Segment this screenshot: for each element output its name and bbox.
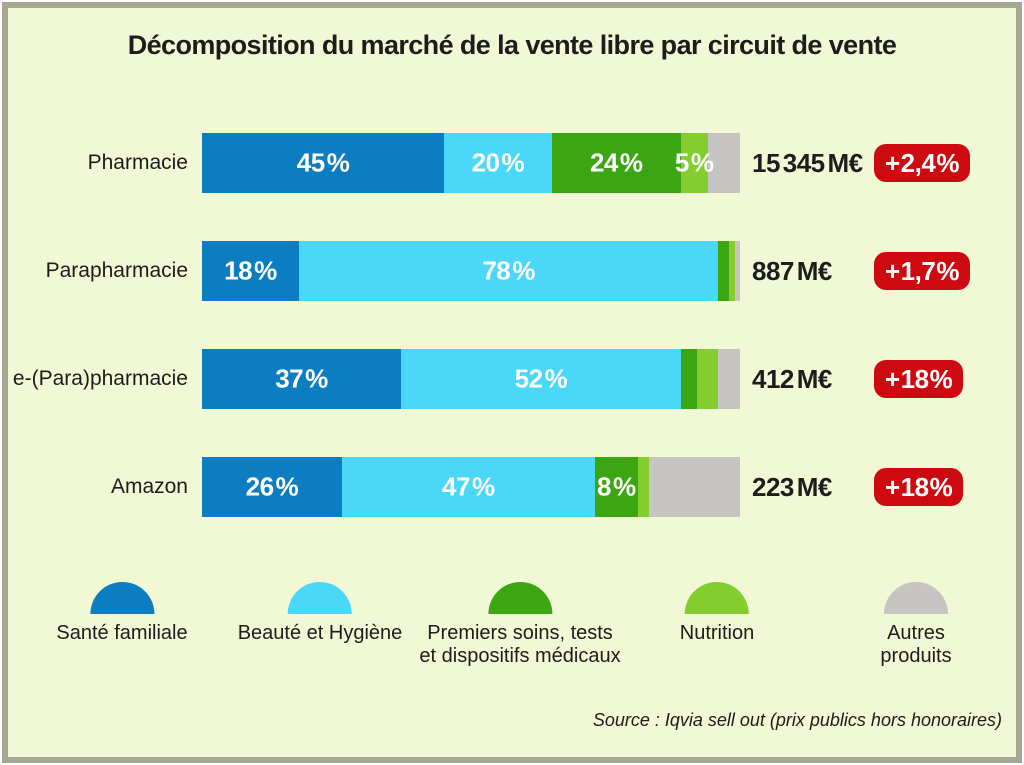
market-value: 412 M€ [752, 363, 832, 394]
legend-item-autres-produits: Autres produits [866, 582, 966, 668]
segment-nutrition [696, 349, 719, 409]
legend-halfcircle-marker [288, 582, 352, 614]
segment-value-label: 18 % [224, 255, 277, 286]
segment-nutrition [637, 457, 649, 517]
legend-label: Santé familiale [56, 622, 188, 644]
legend-halfcircle-marker [684, 582, 749, 614]
segment-value-label: 78 % [482, 255, 535, 286]
segment-sant-familiale: 37 % [202, 349, 402, 409]
segment-beaut-et-hygi-ne: 20 % [444, 133, 552, 193]
segment-sant-familiale: 18 % [202, 241, 299, 301]
chart-rows: Pharmacie 45 % 20 % 24 % 5 % 15 345 M€ + 2,4 %… [8, 133, 1016, 565]
bar-row-amazon: Amazon 26 % 47 % 8 % 223 M€ + 18 % [8, 457, 1016, 517]
legend-label: Nutrition [679, 622, 755, 644]
growth-badge: + 18 % [874, 468, 964, 506]
segment-autres-produits [707, 133, 740, 193]
segment-beaut-et-hygi-ne: 78 % [298, 241, 719, 301]
bar-row-parapharmacie: Parapharmacie 18 % 78 % 887 M€ + 1,7 % [8, 241, 1016, 301]
segment-autres-produits [718, 349, 740, 409]
market-value: 887 M€ [752, 255, 832, 286]
legend-label: Premiers soins, tests et dispositifs méd… [419, 622, 621, 667]
segment-value-label: 37 % [275, 363, 328, 394]
stacked-bar-pharmacie: 45 % 20 % 24 % 5 % [202, 133, 740, 193]
category-label: Amazon [110, 475, 188, 498]
growth-badge: + 1,7 % [874, 252, 970, 290]
segment-beaut-et-hygi-ne: 47 % [341, 457, 595, 517]
segment-sant-familiale: 45 % [202, 133, 445, 193]
chart-legend: Santé familiale Beauté et Hygiène Premiers… [8, 582, 1016, 682]
segment-nutrition: 5 % [675, 133, 714, 193]
segment-value-label: 45 % [296, 147, 350, 178]
market-value: 15 345 M€ [752, 147, 863, 178]
legend-label: Beauté et Hygiène [237, 622, 403, 644]
source-note: Source : Iqvia sell out (prix publics ho… [592, 710, 1002, 730]
growth-badge: + 2,4 % [874, 144, 970, 182]
segment-value-label: 26 % [245, 471, 299, 502]
growth-badge: + 18 % [874, 360, 964, 398]
legend-item-sant-familiale: Santé familiale [56, 582, 188, 645]
segment-value-label: 24 % [589, 147, 643, 178]
segment-premiers-soins-tests-et-dispositifs-m-dicaux: 8 % [594, 457, 638, 517]
category-label: Parapharmacie [45, 259, 188, 282]
segment-value-label: 20 % [471, 147, 525, 178]
stacked-bar-e-para-pharmacie: 37 % 52 % [202, 349, 740, 409]
category-label: e-(Para)pharmacie [12, 367, 188, 390]
legend-label: Autres produits [880, 622, 952, 667]
segment-nutrition [729, 241, 735, 301]
legend-halfcircle-marker [884, 582, 948, 614]
segment-value-label: 5 % [674, 147, 714, 178]
segment-beaut-et-hygi-ne: 52 % [401, 349, 681, 409]
segment-premiers-soins-tests-et-dispositifs-m-dicaux: 24 % [551, 133, 681, 193]
legend-halfcircle-marker [90, 582, 154, 614]
market-value: 223 M€ [752, 471, 832, 502]
segment-premiers-soins-tests-et-dispositifs-m-dicaux [680, 349, 697, 409]
bar-row-e-para-pharmacie: e-(Para)pharmacie 37 % 52 % 412 M€ + 18 % [8, 349, 1016, 409]
legend-item-premiers-soins-tests: Premiers soins, tests et dispositifs méd… [419, 582, 621, 668]
bar-row-pharmacie: Pharmacie 45 % 20 % 24 % 5 % 15 345 M€ + 2,4 % [8, 133, 1016, 193]
stacked-bar-amazon: 26 % 47 % 8 % [202, 457, 740, 517]
stacked-bar-parapharmacie: 18 % 78 % [202, 241, 740, 301]
segment-autres-produits [648, 457, 740, 517]
legend-halfcircle-marker [487, 582, 552, 614]
segment-value-label: 47 % [442, 471, 495, 502]
legend-item-beaut-et-hygi-ne: Beauté et Hygiène [237, 582, 403, 645]
segment-premiers-soins-tests-et-dispositifs-m-dicaux [718, 241, 730, 301]
chart-title: Décomposition du marché de la vente libr… [127, 30, 897, 60]
segment-value-label: 8 % [596, 471, 636, 502]
legend-item-nutrition: Nutrition [680, 582, 754, 645]
segment-autres-produits [734, 241, 740, 301]
category-label: Pharmacie [87, 151, 188, 174]
segment-sant-familiale: 26 % [202, 457, 342, 517]
segment-value-label: 52 % [514, 363, 568, 394]
